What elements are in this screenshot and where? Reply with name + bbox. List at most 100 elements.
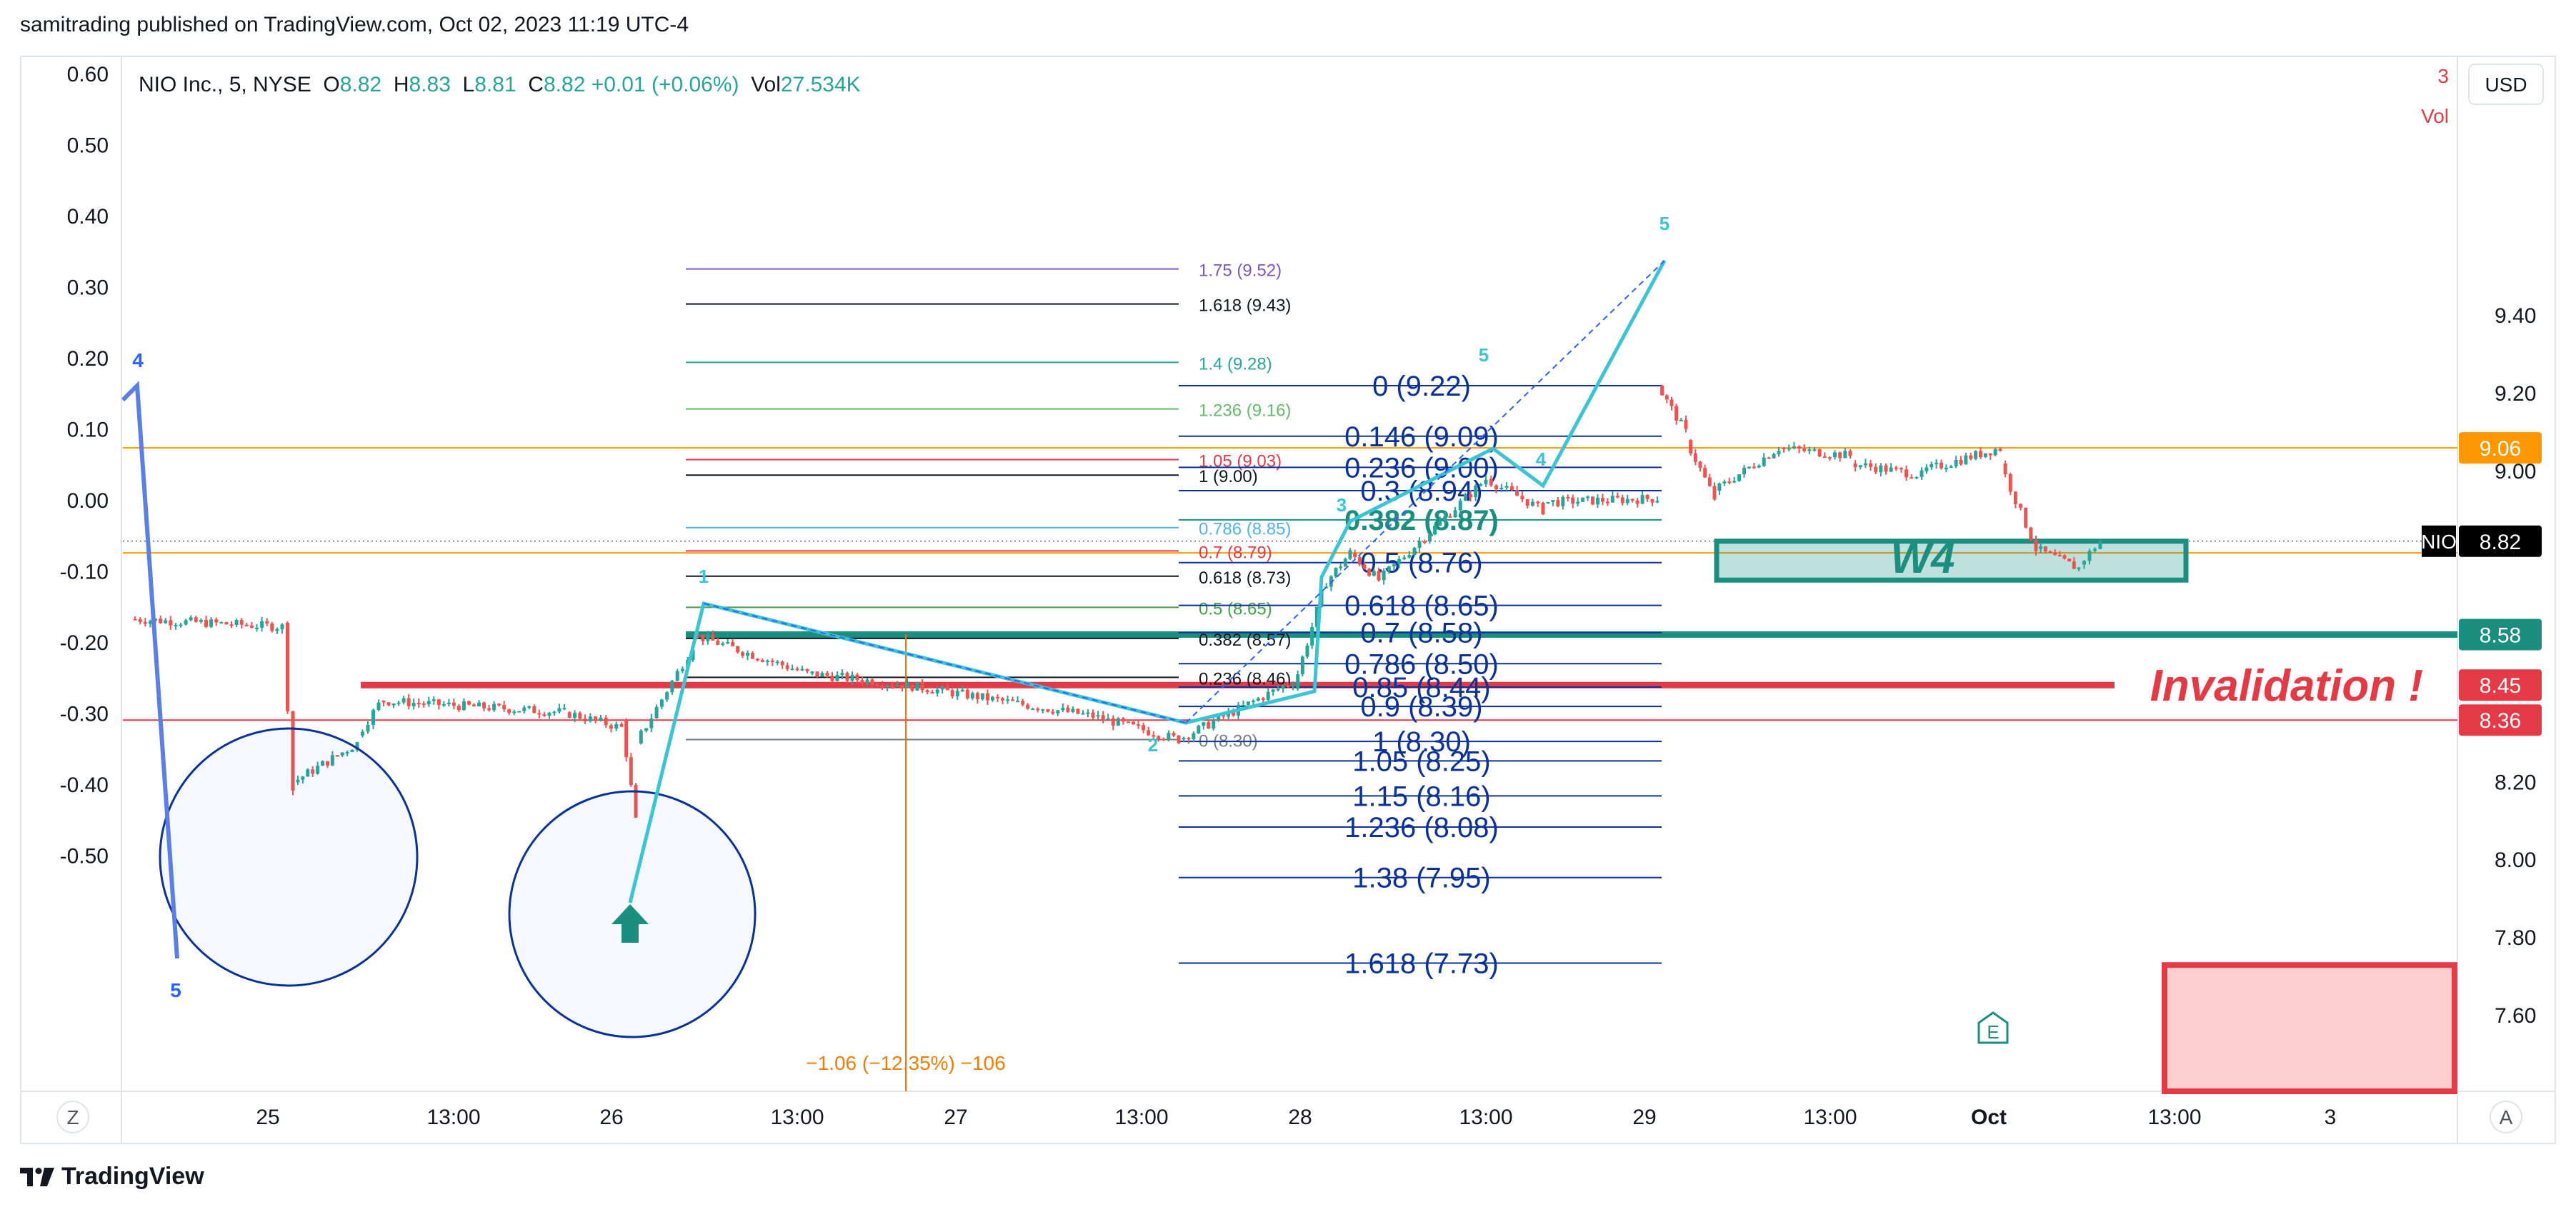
tradingview-logo[interactable]: TradingView bbox=[20, 1163, 204, 1191]
candle-body bbox=[1717, 483, 1722, 491]
candle-body bbox=[431, 699, 436, 701]
candle-body bbox=[780, 661, 784, 666]
candle-body bbox=[850, 674, 854, 681]
candle-body bbox=[1884, 465, 1888, 472]
candle-body bbox=[1172, 733, 1176, 736]
candle-body bbox=[1334, 568, 1338, 577]
candle-body bbox=[1782, 448, 1786, 450]
candle-body bbox=[619, 723, 624, 727]
candle-body bbox=[1645, 495, 1649, 499]
candle-body bbox=[1392, 564, 1396, 567]
candle-body bbox=[1197, 726, 1201, 733]
candle-body bbox=[629, 757, 633, 786]
timezone-z-button[interactable] bbox=[56, 1101, 89, 1133]
candle-body bbox=[1310, 626, 1314, 646]
supply-zone-box[interactable] bbox=[2162, 962, 2457, 1095]
candle-body bbox=[133, 618, 137, 621]
w4-zone[interactable] bbox=[1714, 539, 2189, 583]
chart-frame[interactable]: 9.40 9.20 9.00 8.20 8.00 7.80 7.60 USD 0.60 0.50 0… bbox=[20, 56, 2556, 1144]
candle-body bbox=[1684, 419, 1688, 429]
candle-body bbox=[594, 716, 598, 721]
candle-body bbox=[229, 624, 234, 626]
legend-part: 8.81 bbox=[474, 73, 516, 96]
candle-body bbox=[1640, 495, 1644, 504]
candle-body bbox=[785, 665, 789, 669]
candle-body bbox=[148, 621, 152, 624]
blue-wave-line[interactable] bbox=[121, 381, 179, 959]
candle-body bbox=[1858, 465, 1862, 468]
candle-body bbox=[1817, 449, 1822, 457]
candle-body bbox=[1929, 464, 1934, 468]
auto-scale-button[interactable] bbox=[2490, 1101, 2522, 1133]
candle-body bbox=[497, 703, 501, 706]
tradingview-logo-icon bbox=[20, 1167, 54, 1186]
candle-body bbox=[1469, 494, 1473, 498]
candle-body bbox=[204, 620, 208, 627]
candle-body bbox=[755, 658, 759, 661]
time-axis-tick: 27 bbox=[944, 1106, 967, 1129]
candle-body bbox=[1660, 385, 1664, 396]
candle-body bbox=[1949, 466, 1953, 468]
candle-body bbox=[855, 674, 859, 681]
fib-large-label: 1.236 (8.08) bbox=[1344, 812, 1499, 843]
low-circle-1[interactable] bbox=[159, 727, 419, 987]
cyan-wave-path[interactable] bbox=[628, 259, 1667, 903]
candle-body bbox=[1091, 712, 1095, 718]
candle-body bbox=[1484, 479, 1488, 484]
candle-body bbox=[1964, 455, 1968, 464]
candle-body bbox=[1969, 455, 1973, 459]
time-axis-tick: 26 bbox=[599, 1106, 623, 1129]
candle-body bbox=[865, 679, 869, 683]
candle-body bbox=[1412, 548, 1417, 556]
candle-body bbox=[1664, 395, 1669, 400]
candle-body bbox=[1041, 709, 1045, 711]
candle-body bbox=[1515, 490, 1519, 496]
price-chart[interactable]: 9.40 9.20 9.00 8.20 8.00 7.80 7.60 USD 0.60 0.50 0… bbox=[21, 57, 2555, 1143]
candle-body bbox=[1443, 516, 1447, 521]
candle-body bbox=[1343, 559, 1347, 567]
candle-body bbox=[810, 671, 814, 673]
candle-body bbox=[1402, 557, 1407, 559]
candle-body bbox=[406, 698, 411, 706]
candle-body bbox=[1474, 485, 1478, 498]
candle-body bbox=[296, 779, 300, 783]
symbol-tag-label: NIO bbox=[2421, 531, 2457, 553]
candle-body bbox=[930, 692, 934, 694]
candle-body bbox=[487, 708, 491, 711]
currency-button[interactable] bbox=[2468, 64, 2544, 105]
left-axis-tick: -0.10 bbox=[60, 561, 109, 584]
candle-body bbox=[1722, 481, 1727, 484]
left-axis-tick: 0.10 bbox=[67, 419, 109, 442]
candle-body bbox=[260, 621, 264, 628]
price-tag-label: 8.82 bbox=[2480, 531, 2521, 554]
candle-body bbox=[2077, 567, 2081, 569]
candle-body bbox=[935, 689, 939, 693]
legend-part: 8.83 bbox=[409, 73, 451, 96]
candle-body bbox=[1988, 453, 1992, 456]
candle-body bbox=[721, 643, 725, 645]
candle-body bbox=[1509, 486, 1514, 491]
candle-body bbox=[835, 675, 839, 681]
candle-body bbox=[179, 624, 183, 626]
left-axis-tick: -0.30 bbox=[60, 703, 109, 726]
candle-body bbox=[214, 619, 219, 623]
candle-body bbox=[421, 703, 426, 706]
candle-body bbox=[143, 621, 147, 624]
wave-dashed-1 bbox=[703, 603, 1187, 723]
candle-body bbox=[1006, 699, 1010, 701]
candle-body bbox=[654, 706, 659, 718]
earnings-marker-icon[interactable] bbox=[1977, 1011, 2009, 1044]
candle-body bbox=[604, 717, 608, 726]
candle-body bbox=[532, 706, 536, 713]
candle-body bbox=[159, 618, 163, 623]
wave-label: 4 bbox=[1536, 449, 1547, 470]
candle-body bbox=[1314, 606, 1319, 627]
candle-body bbox=[1202, 722, 1206, 726]
candle-body bbox=[456, 706, 461, 711]
candle-body bbox=[1367, 569, 1372, 576]
candle-body bbox=[522, 707, 526, 711]
legend-part: 8.82 bbox=[544, 73, 585, 96]
candle-body bbox=[1541, 502, 1545, 515]
candle-body bbox=[316, 766, 320, 774]
price-tag-label: 8.58 bbox=[2480, 623, 2521, 647]
